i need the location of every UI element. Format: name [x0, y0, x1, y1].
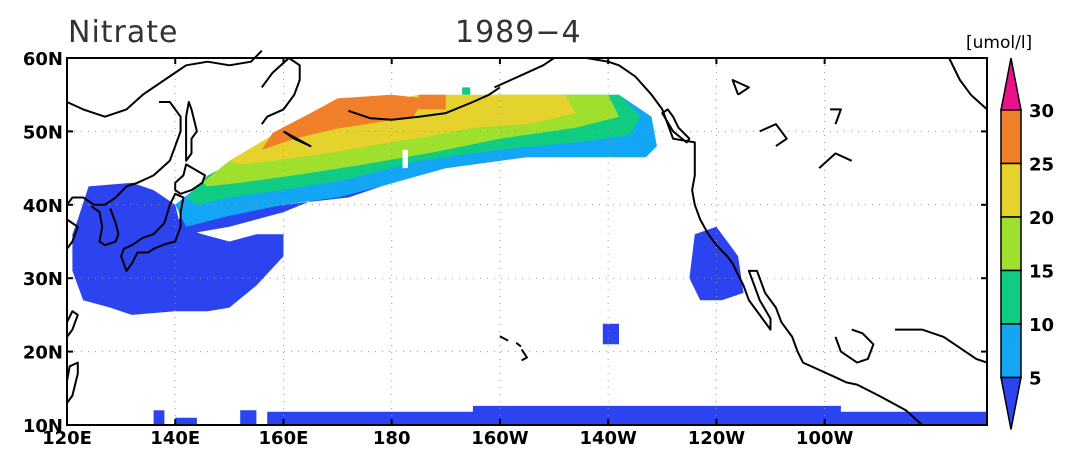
colorbar-segment: [1000, 323, 1022, 379]
colorbar-label: 20: [1029, 208, 1054, 229]
colorbar-max-arrow: [1000, 57, 1022, 111]
low-nitrate-region: [240, 410, 257, 425]
nitrate-contour-band: [462, 87, 471, 95]
coastline-yucatan: [834, 328, 875, 364]
nitrate-field: [72, 87, 987, 425]
y-tick-label: 40N: [23, 196, 63, 217]
colorbar-label: 30: [1029, 101, 1054, 122]
coastline-asia-east: [66, 101, 182, 206]
colorbar-label: 25: [1029, 155, 1054, 176]
y-tick-label: 60N: [23, 49, 63, 70]
low-nitrate-region: [602, 323, 619, 345]
colorbar: 5 10 15 20 25 30: [1000, 57, 1054, 430]
coastline-japan-honshu: [120, 192, 185, 272]
colorbar-min-arrow: [1000, 376, 1022, 430]
map-frame: [66, 57, 988, 426]
x-tick-label: 140E: [150, 428, 200, 449]
y-tick-label: 10N: [23, 416, 63, 437]
coastline-alaska-peninsula: [494, 57, 555, 89]
coastline-luzon: [66, 361, 79, 404]
nitrate-contour-band: [261, 94, 425, 150]
coastline-vancouver-island: [661, 108, 691, 144]
colorbar-unit: [umol/l]: [966, 33, 1032, 53]
coastline-labrador: [948, 57, 988, 111]
colorbar-label: 5: [1029, 369, 1042, 390]
low-nitrate-region: [267, 405, 987, 425]
nitrate-contour-band: [418, 94, 446, 110]
coastline-small-inland-4: [818, 152, 853, 169]
x-tick-label: 160E: [259, 428, 309, 449]
coastline-japan-hokkaido: [174, 163, 206, 195]
low-nitrate-region: [689, 226, 744, 301]
y-tick-label: 50N: [23, 122, 63, 143]
coastline-small-inland-2: [759, 123, 788, 147]
low-nitrate-region: [153, 410, 165, 425]
coastline-kuril-dash: [282, 130, 312, 148]
x-tick-label: 120W: [688, 428, 746, 449]
coastline-aleutian-dash: [348, 86, 501, 121]
coastline-kamchatka: [260, 57, 301, 125]
colorbar-label: 10: [1029, 315, 1054, 336]
x-tick-label: 120E: [42, 428, 92, 449]
y-tick-label: 30N: [23, 269, 63, 290]
y-tick-label: 20N: [23, 343, 63, 364]
coastline-hawaii: [520, 348, 528, 362]
coastline-asia-north: [66, 49, 263, 118]
title-variable: Nitrate: [68, 15, 178, 50]
colorbar-segment: [1000, 109, 1022, 165]
coastline-shandong: [66, 218, 79, 250]
coastline-north-america-west: [586, 57, 923, 426]
coastline-small-inland-3: [830, 108, 842, 125]
coastline-hawaii: [515, 342, 522, 348]
coastline-sakhalin: [185, 101, 198, 162]
coastline-small-inland: [731, 79, 750, 96]
nitrate-contour-band: [229, 94, 576, 165]
coastline-korea: [90, 205, 120, 247]
x-tick-label: 140W: [579, 428, 637, 449]
x-tick-label: 100W: [796, 428, 854, 449]
coastline-hawaii: [499, 335, 509, 342]
title-date: 1989−4: [455, 15, 582, 50]
coastline-taiwan: [66, 310, 79, 338]
colorbar-label: 15: [1029, 262, 1054, 283]
low-nitrate-region: [72, 182, 284, 315]
colorbar-segment: [1000, 269, 1022, 325]
x-tick-label: 180: [373, 428, 411, 449]
coastline-cuba: [895, 328, 988, 364]
colorbar-segment: [1000, 162, 1022, 218]
axis-ticks: 120E 140E 160E 180 160W 140W 120W 100W 10N 20N 30N…: [23, 49, 987, 449]
colorbar-segment: [1000, 216, 1022, 272]
missing-data-cell: [402, 149, 408, 169]
x-tick-label: 160W: [471, 428, 529, 449]
coastlines: [66, 49, 988, 426]
low-nitrate-region: [175, 417, 197, 425]
